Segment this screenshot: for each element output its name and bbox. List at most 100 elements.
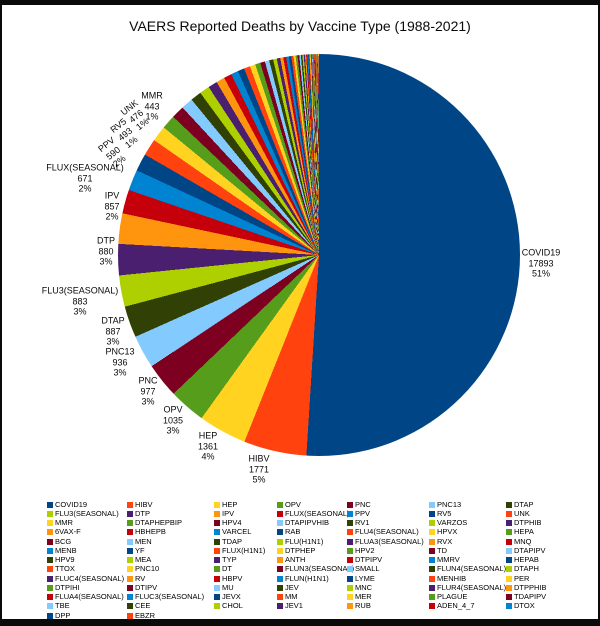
legend-swatch — [277, 501, 283, 508]
legend-label: ANTH — [285, 555, 306, 565]
legend-swatch — [429, 557, 435, 564]
legend-swatch — [347, 510, 353, 517]
legend-label: DTAPH — [514, 564, 539, 574]
legend-label: RVX — [437, 536, 453, 546]
legend-item: DTAPHEPBIP — [127, 519, 214, 527]
legend-item: DTAPIPVHIB — [277, 519, 347, 527]
legend-item: LYME — [347, 573, 429, 583]
legend-label: ADEN_4_7 — [437, 601, 475, 611]
legend-label: VARCEL — [222, 527, 252, 537]
legend-swatch — [127, 538, 133, 545]
legend-item: HPV4 — [214, 519, 277, 527]
legend-swatch — [347, 575, 353, 582]
legend-swatch — [429, 547, 435, 554]
legend-swatch — [506, 529, 512, 536]
legend-swatch — [47, 557, 53, 564]
legend-swatch — [214, 520, 220, 527]
legend-item: DTOX — [506, 602, 599, 610]
legend-label: DTP — [135, 508, 150, 518]
legend-item: 6VAX-F — [47, 528, 127, 536]
legend-swatch — [506, 566, 512, 573]
legend-label: FLUC4(SEASONAL) — [55, 573, 125, 583]
legend-item: IPV — [214, 509, 277, 518]
legend-label: FLUX(SEASONAL) — [285, 508, 350, 518]
legend-swatch — [506, 510, 512, 517]
legend-item: FLU(H1N1) — [277, 537, 347, 546]
legend-swatch — [47, 547, 53, 554]
legend: COVID19 HIBV HEP OPV PNC PNC13 DTAP FLU3(SEASON… — [47, 500, 599, 620]
legend-swatch — [506, 520, 512, 527]
legend-item: VARZOS — [429, 519, 506, 527]
legend-label: MMRV — [437, 555, 460, 565]
legend-label: JEVX — [222, 592, 241, 602]
legend-swatch — [47, 612, 53, 619]
legend-swatch — [277, 520, 283, 527]
legend-item: HIBV — [127, 500, 214, 509]
legend-swatch — [47, 594, 53, 601]
legend-item: RAB — [277, 528, 347, 536]
legend-label: RV — [135, 573, 146, 583]
legend-label: FLUR4(SEASONAL) — [437, 582, 507, 592]
legend-swatch — [127, 501, 133, 508]
legend-item: HEP — [214, 500, 277, 509]
legend-item: CHOL — [214, 602, 277, 610]
legend-swatch — [277, 575, 283, 582]
legend-label: PNC10 — [135, 564, 160, 574]
legend-swatch — [347, 529, 353, 536]
legend-swatch — [127, 510, 133, 517]
legend-item: RUB — [347, 602, 429, 610]
legend-swatch — [429, 510, 435, 517]
legend-label: HPV9 — [55, 555, 75, 565]
frame-border-left — [0, 0, 2, 626]
legend-item: DTAPH — [506, 565, 599, 573]
legend-swatch — [127, 557, 133, 564]
legend-swatch — [277, 557, 283, 564]
legend-item: JEV1 — [277, 602, 347, 610]
legend-item: YF — [127, 546, 214, 555]
legend-item: FLUN4(SEASONAL) — [429, 565, 506, 573]
legend-swatch — [347, 501, 353, 508]
legend-swatch — [127, 603, 133, 610]
legend-label: MM — [285, 592, 298, 602]
legend-label: MENHIB — [437, 573, 467, 583]
legend-item: DTP — [127, 508, 214, 518]
legend-item: FLU3(SEASONAL) — [47, 509, 127, 518]
legend-label: DTPHIB — [514, 518, 542, 528]
legend-item: FLUA4(SEASONAL) — [47, 593, 127, 601]
legend-label: DTAPIPV — [514, 545, 546, 555]
legend-label: HEPAB — [514, 555, 539, 565]
legend-item: JEV — [277, 583, 347, 592]
pie — [118, 54, 520, 456]
legend-item: FLUX(H1N1) — [214, 546, 277, 555]
legend-item: FLU4(SEASONAL) — [347, 528, 429, 536]
chart-title: VAERS Reported Deaths by Vaccine Type (1… — [129, 18, 471, 34]
legend-item: DT — [214, 565, 277, 573]
legend-swatch — [277, 566, 283, 573]
legend-item: HEPAB — [506, 556, 599, 564]
legend-swatch — [429, 566, 435, 573]
legend-item: MEA — [127, 556, 214, 564]
slice-label-dtap: DTAP 887 3% — [101, 315, 125, 347]
slice-label-hep: HEP 1361 4% — [197, 430, 219, 462]
legend-swatch — [347, 547, 353, 554]
legend-item: RVX — [429, 536, 506, 546]
legend-swatch — [429, 538, 435, 545]
legend-swatch — [214, 584, 220, 591]
legend-swatch — [506, 538, 512, 545]
legend-swatch — [214, 557, 220, 564]
legend-label: RV1 — [355, 518, 370, 528]
legend-label: FLUA4(SEASONAL) — [55, 592, 124, 602]
legend-label: DTPHEP — [285, 545, 316, 555]
legend-label: MEN — [135, 536, 152, 546]
legend-swatch — [429, 529, 435, 536]
legend-label: SMALL — [355, 564, 380, 574]
legend-label: LYME — [355, 573, 375, 583]
legend-label: MMR — [55, 518, 73, 528]
legend-swatch — [127, 520, 133, 527]
legend-swatch — [47, 520, 53, 527]
legend-item: TBE — [47, 602, 127, 610]
frame-border-bottom — [0, 619, 600, 626]
legend-item: SMALL — [347, 565, 429, 573]
legend-label: HPVX — [437, 527, 458, 537]
